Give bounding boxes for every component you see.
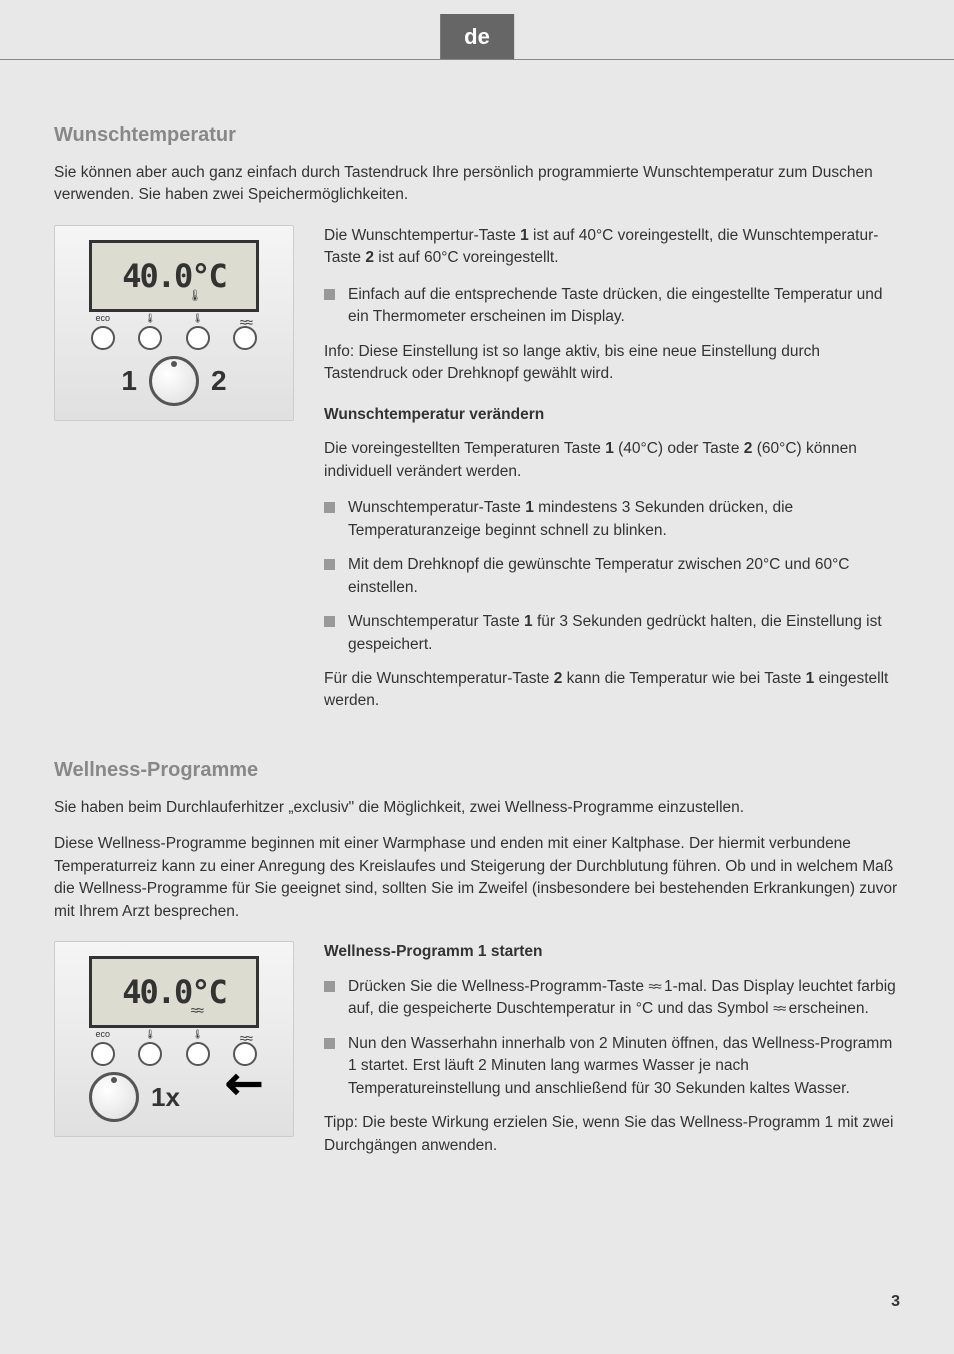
bullet-open-tap: Nun den Wasserhahn innerhalb von 2 Minut… (324, 1033, 900, 1100)
temp-button-2: 🌡 (186, 326, 210, 350)
wellness-button: ≈≈ (233, 326, 257, 350)
change-temp-intro: Die voreingestellten Temperaturen Taste … (324, 438, 900, 483)
info-text: Info: Diese Einstellung ist so lange akt… (324, 341, 900, 386)
intro-text-1: Sie können aber auch ganz einfach durch … (54, 162, 900, 207)
bullet-press-wellness: Drücken Sie die Wellness-Programm-Taste … (324, 976, 900, 1021)
press-count: 1x (151, 1078, 180, 1117)
section-title-wellness: Wellness-Programme (54, 755, 900, 785)
lcd-display: 40.0°C 🌡 (89, 240, 259, 312)
bullet-hold-3s: Wunschtemperatur-Taste 1 mindestens 3 Se… (324, 497, 900, 542)
knob-label-1: 1 (121, 360, 137, 402)
lcd-value-2: 40.0°C (122, 968, 226, 1016)
page-number: 3 (891, 1290, 900, 1314)
wave-icon: ≈≈ (191, 1000, 202, 1021)
control-panel-figure-1: 40.0°C 🌡 eco 🌡 🌡 ≈≈ 1 2 (54, 225, 294, 727)
page-content: Wunschtemperatur Sie können aber auch ga… (0, 60, 954, 1211)
temp-button-2b: 🌡 (186, 1042, 210, 1066)
button2-note: Für die Wunschtemperatur-Taste 2 kann di… (324, 668, 900, 713)
bullet-save: Wunschtemperatur Taste 1 für 3 Sekunden … (324, 611, 900, 656)
bullet-press-button: Einfach auf die entsprechende Taste drüc… (324, 284, 900, 329)
wellness-intro-1: Sie haben beim Durchlauferhitzer „exclus… (54, 797, 900, 819)
lcd-display-2: 40.0°C ≈≈ (89, 956, 259, 1028)
lcd-value: 40.0°C (122, 252, 226, 300)
subheading-change-temp: Wunschtemperatur verändern (324, 404, 900, 426)
eco-button: eco (91, 326, 115, 350)
knob-label-2: 2 (211, 360, 227, 402)
wellness-tip: Tipp: Die beste Wirkung erzielen Sie, we… (324, 1112, 900, 1157)
bullet-turn-knob: Mit dem Drehknopf die gewünschte Tempera… (324, 554, 900, 599)
eco-button-2: eco (91, 1042, 115, 1066)
temp-button-1b: 🌡 (138, 1042, 162, 1066)
rotary-knob-2 (89, 1072, 139, 1122)
thermometer-icon: 🌡 (188, 288, 202, 305)
wellness-intro-2: Diese Wellness-Programme beginnen mit ei… (54, 833, 900, 923)
header: de (0, 0, 954, 60)
temp-button-1: 🌡 (138, 326, 162, 350)
section-title-wunschtemperatur: Wunschtemperatur (54, 120, 900, 150)
rotary-knob (149, 356, 199, 406)
subheading-start-wellness: Wellness-Programm 1 starten (324, 941, 900, 963)
preset-description: Die Wunschtempertur-Taste 1 ist auf 40°C… (324, 225, 900, 270)
control-panel-figure-2: 40.0°C ≈≈ eco 🌡 🌡 ≈≈ 1x ↖ (54, 941, 294, 1171)
language-tab: de (440, 14, 514, 59)
